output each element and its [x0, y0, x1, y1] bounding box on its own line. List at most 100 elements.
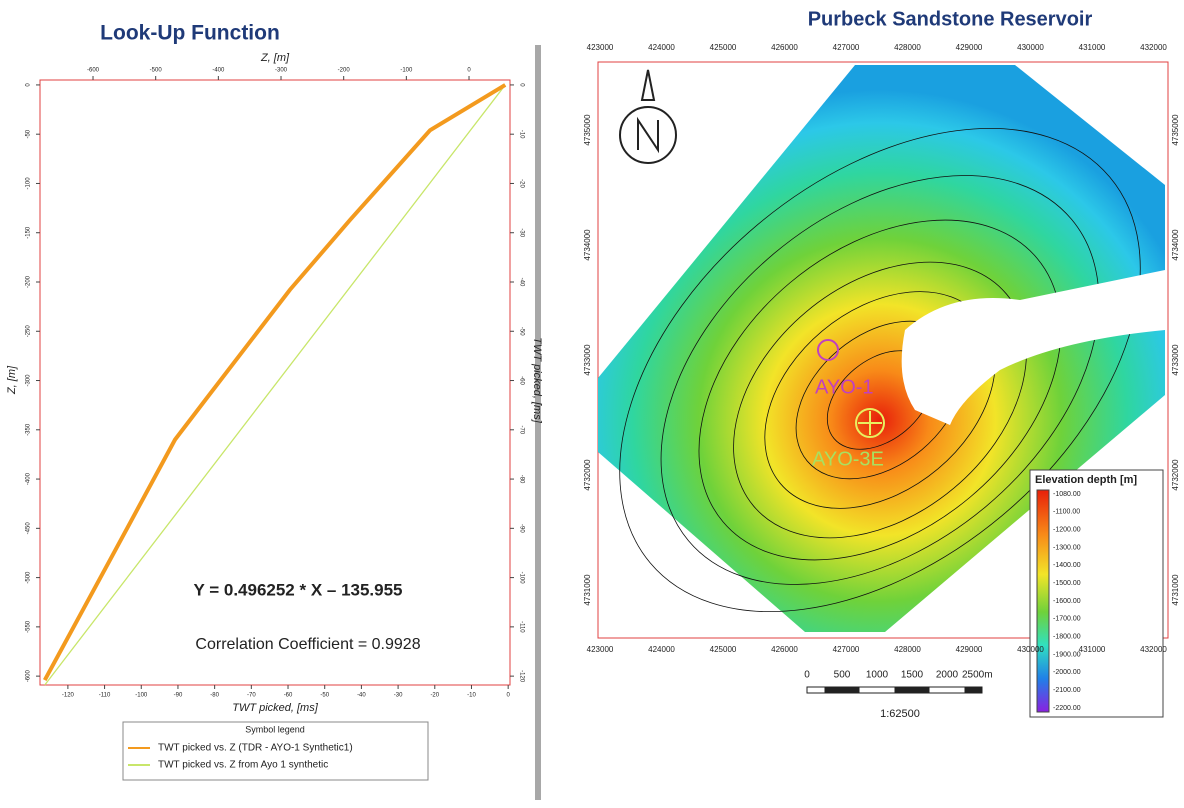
x-tick-label: -10	[467, 693, 476, 699]
y-tick-label: -150	[26, 226, 32, 239]
x-tick-label: -20	[430, 693, 439, 699]
x-tick-label: -40	[357, 693, 366, 699]
y2-tick-label: -20	[518, 179, 524, 188]
map-x-label: 426000	[771, 43, 798, 52]
x-tick-label: -110	[99, 693, 111, 699]
colorbar-label: -2200.00	[1053, 705, 1081, 712]
y-tick-label: -450	[26, 522, 32, 535]
x-tick-label: -50	[320, 693, 329, 699]
colorbar-label: -1500.00	[1053, 580, 1081, 587]
map-x-label: 429000	[956, 43, 983, 52]
y2-tick-label: -60	[518, 376, 524, 385]
scale-label: 1500	[901, 670, 924, 681]
well-label: AYO-3E	[812, 448, 884, 470]
x2-tick-label: -500	[150, 68, 163, 74]
north-arrow	[619, 69, 677, 164]
map-y-label: 4735000	[583, 114, 592, 146]
x-tick-label: 0	[506, 693, 510, 699]
y2-tick-label: -70	[518, 425, 524, 434]
map-y-label: 4732000	[1171, 459, 1180, 491]
map-x-label: 432000	[1140, 43, 1167, 52]
x2-tick-label: -400	[212, 68, 225, 74]
y2-tick-label: -10	[518, 130, 524, 139]
y-tick-label: -100	[26, 177, 32, 190]
map-y-label: 4734000	[1171, 229, 1180, 261]
map-x-label: 423000	[587, 645, 614, 654]
colorbar-title: Elevation depth [m]	[1035, 474, 1137, 486]
x2-tick-label: -600	[87, 68, 100, 74]
colorbar-label: -2000.00	[1053, 669, 1081, 676]
chart-title: Look-Up Function	[100, 22, 280, 45]
x-tick-label: -30	[394, 693, 403, 699]
left-chart: -120 -110 -100 -90 -80 -70 -60 -50 -40 -30 -20 -10 0…	[6, 52, 543, 781]
x2-tick-label: -200	[338, 68, 351, 74]
y2-tick-label: -90	[518, 524, 524, 533]
scale-ratio: 1:62500	[880, 708, 920, 720]
y2-tick-label: -30	[518, 228, 524, 237]
x2-tick-label: -100	[400, 68, 413, 74]
scale-segment	[964, 687, 982, 693]
map-x-label: 431000	[1079, 645, 1106, 654]
map-x-label: 430000	[1017, 43, 1044, 52]
map-title: Purbeck Sandstone Reservoir	[808, 8, 1093, 30]
scale-label: 2500m	[962, 670, 993, 681]
well-marker	[817, 339, 839, 361]
scale-label: 1000	[866, 670, 889, 681]
map-x-label: 428000	[894, 43, 921, 52]
colorbar-label: -2100.00	[1053, 687, 1081, 694]
x-axis-label: TWT picked, [ms]	[232, 702, 319, 714]
x-tick-label: -100	[135, 693, 148, 699]
map-x-label: 423000	[587, 43, 614, 52]
map-y-label: 4735000	[1171, 114, 1180, 146]
series-line	[43, 83, 507, 682]
depth-surface	[598, 65, 1165, 632]
legend-box	[122, 721, 429, 781]
map-x-label: 425000	[710, 43, 737, 52]
legend-label: TWT picked vs. Z from Ayo 1 synthetic	[158, 760, 328, 771]
y-tick-label: 0	[26, 83, 32, 87]
map-x-label: 424000	[648, 645, 675, 654]
scale-label: 0	[804, 670, 810, 681]
y-tick-label: -300	[26, 374, 32, 387]
map-x-label: 429000	[956, 645, 983, 654]
legend-title: Symbol legend	[245, 724, 305, 734]
map-y-label: 4733000	[1171, 344, 1180, 376]
scale-label: 2000	[936, 670, 959, 681]
colorbar-box	[1029, 469, 1164, 718]
colorbar-label: -1600.00	[1053, 598, 1081, 605]
y2-tick-label: 0	[518, 83, 524, 87]
map-y-label: 4733000	[583, 344, 592, 376]
y2-tick-label: -40	[518, 278, 524, 287]
well-marker	[855, 408, 885, 438]
map-y-label: 4731000	[1171, 574, 1180, 606]
y-tick-label: -600	[26, 669, 32, 682]
y-tick-label: -250	[26, 325, 32, 338]
divider	[535, 45, 541, 800]
y-tick-label: -550	[26, 620, 32, 633]
y-tick-label: -200	[26, 275, 32, 288]
x-tick-label: -90	[174, 693, 183, 699]
x-tick-label: -60	[284, 693, 293, 699]
data-gap	[901, 270, 1165, 425]
map-y-label: 4734000	[583, 229, 592, 261]
x2-tick-label: 0	[467, 68, 471, 74]
x-tick-label: -70	[247, 693, 256, 699]
map-x-label: 427000	[833, 43, 860, 52]
x-tick-label: -120	[62, 693, 75, 699]
colorbar-label: -1200.00	[1053, 527, 1081, 534]
colorbar-label: -1400.00	[1053, 562, 1081, 569]
map-x-label: 427000	[833, 645, 860, 654]
well-label: AYO-1	[815, 376, 874, 398]
y-tick-label: -50	[26, 129, 32, 138]
y2-tick-label: -110	[518, 621, 524, 633]
well-cross	[858, 411, 882, 435]
x-tick-label: -80	[210, 693, 219, 699]
y-tick-label: -500	[26, 571, 32, 584]
scale-segment	[842, 687, 860, 693]
colorbar-label: -1800.00	[1053, 634, 1081, 641]
scale-segment	[894, 687, 912, 693]
scale-segment	[824, 687, 842, 693]
colorbar-label: -1900.00	[1053, 651, 1081, 658]
map-x-label: 424000	[648, 43, 675, 52]
